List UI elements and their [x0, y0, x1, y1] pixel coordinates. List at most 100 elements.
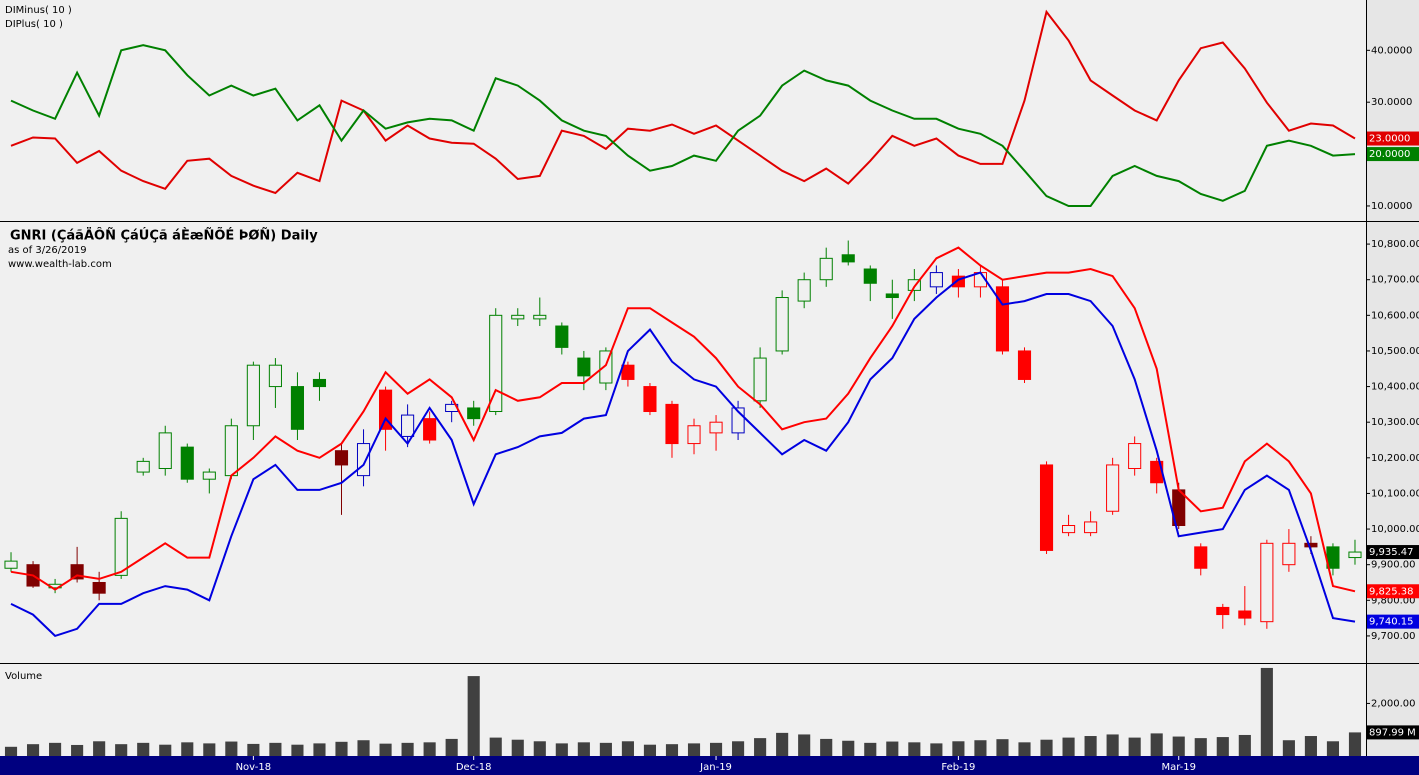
volume-bar: [49, 742, 62, 756]
x-tick-label: Feb-19: [941, 762, 975, 773]
volume-bar: [886, 741, 899, 756]
candle-body: [92, 581, 106, 594]
legend-label: DIPlus( 10 ): [5, 19, 63, 30]
volume-bar: [26, 744, 40, 756]
candle-body: [885, 293, 899, 299]
candle-body: [775, 297, 789, 352]
source: www.wealth-lab.com: [8, 259, 112, 270]
candle-body: [1238, 610, 1252, 619]
value-box: [1367, 584, 1419, 599]
y-tick-label: 30.0000: [1371, 97, 1412, 108]
volume-bar: [665, 744, 679, 756]
candle-body: [1260, 542, 1274, 623]
volume-bar: [974, 740, 987, 756]
candle-body: [621, 364, 635, 380]
volume-bar: [203, 743, 216, 756]
volume-bar: [754, 738, 767, 756]
y-tick-label: 10,000.00: [1371, 524, 1419, 535]
volume-bar: [247, 743, 260, 756]
x-tick-label: Mar-19: [1161, 762, 1196, 773]
volume-bar: [1040, 739, 1053, 756]
volume-bar: [71, 744, 84, 756]
y-tick-label: 10,800.00: [1371, 239, 1419, 250]
band-line: [10, 246, 1356, 593]
value-box: [1367, 131, 1419, 146]
volume-bar: [1216, 737, 1229, 756]
volume-bar: [732, 741, 745, 756]
candle-body: [202, 471, 216, 480]
candle-body: [929, 272, 943, 288]
candle-body: [334, 450, 349, 466]
volume-bar: [776, 732, 789, 756]
volume-bar: [599, 742, 612, 756]
candle-body: [401, 414, 415, 437]
di-pane: [0, 0, 1366, 221]
y-tick-label: 10,100.00: [1371, 488, 1419, 499]
volume-bar: [577, 742, 590, 756]
candle-body: [1106, 464, 1120, 512]
value-box-label: 20.0000: [1369, 149, 1410, 160]
candle-body: [1084, 521, 1098, 534]
value-box-label: 897.99 M: [1369, 727, 1416, 738]
candle-body: [533, 314, 547, 320]
candle-body: [753, 357, 767, 402]
volume-bar: [908, 742, 921, 756]
candle-body: [577, 357, 591, 377]
volume-bar: [842, 740, 855, 756]
volume-bar: [225, 741, 238, 756]
volume-bar: [952, 741, 965, 756]
y-tick-label: 40.0000: [1371, 45, 1412, 56]
value-box: [1367, 614, 1419, 629]
volume-bar: [335, 741, 348, 756]
y-tick-label: 10,600.00: [1371, 310, 1419, 321]
candle-body: [1062, 524, 1076, 534]
volume-bar: [1150, 733, 1163, 756]
candle-body: [1017, 350, 1032, 380]
volume-bar: [423, 742, 436, 756]
x-tick-label: Dec-18: [456, 762, 492, 773]
volume-bar: [313, 743, 326, 756]
y-tick-label: 10.0000: [1371, 201, 1412, 212]
volume-bar: [379, 743, 392, 756]
volume-bar: [401, 742, 414, 756]
volume-bar: [1194, 738, 1207, 756]
candle-body: [246, 364, 260, 427]
candle-body: [224, 425, 238, 477]
volume-bar: [159, 744, 172, 756]
volume-bar: [291, 744, 304, 756]
volume-bar: [93, 741, 106, 756]
volume-bar: [4, 746, 18, 756]
y-tick-label: 10,700.00: [1371, 275, 1419, 286]
candle-body: [158, 432, 172, 470]
volume-bar: [357, 740, 370, 756]
y-tick-label: 9,700.00: [1371, 631, 1416, 642]
volume-bar: [489, 737, 502, 756]
volume-bar: [621, 741, 634, 756]
volume-bar: [511, 739, 524, 756]
candle-body: [312, 378, 327, 388]
candle-body: [1194, 546, 1208, 569]
candle-body: [555, 325, 569, 348]
legend-label: DIMinus( 10 ): [5, 5, 72, 16]
candle-body: [379, 389, 393, 430]
candle-body: [841, 254, 855, 263]
x-tick-label: Jan-19: [699, 762, 732, 773]
candle-body: [268, 364, 282, 388]
candle-body: [1216, 606, 1230, 616]
value-box-label: 9,935.47: [1369, 547, 1414, 558]
volume-bar: [533, 741, 546, 756]
chart-title: GNRI (ÇáãÄÔÑ ÇáÚÇã áÈæÑÕÉ ÞØÑ) Daily: [10, 228, 318, 244]
candle-body: [1282, 542, 1296, 566]
x-tick-label: Nov-18: [236, 762, 272, 773]
di-line: [10, 9, 1356, 195]
volume-bar: [1282, 740, 1295, 756]
candle-body: [4, 560, 18, 569]
volume-bar: [1172, 736, 1185, 756]
value-box-label: 9,740.15: [1369, 617, 1414, 628]
y-tick-label: 9,900.00: [1371, 560, 1416, 571]
value-box: [1367, 545, 1419, 560]
price-pane: [0, 222, 1366, 663]
value-box: [1367, 147, 1419, 162]
